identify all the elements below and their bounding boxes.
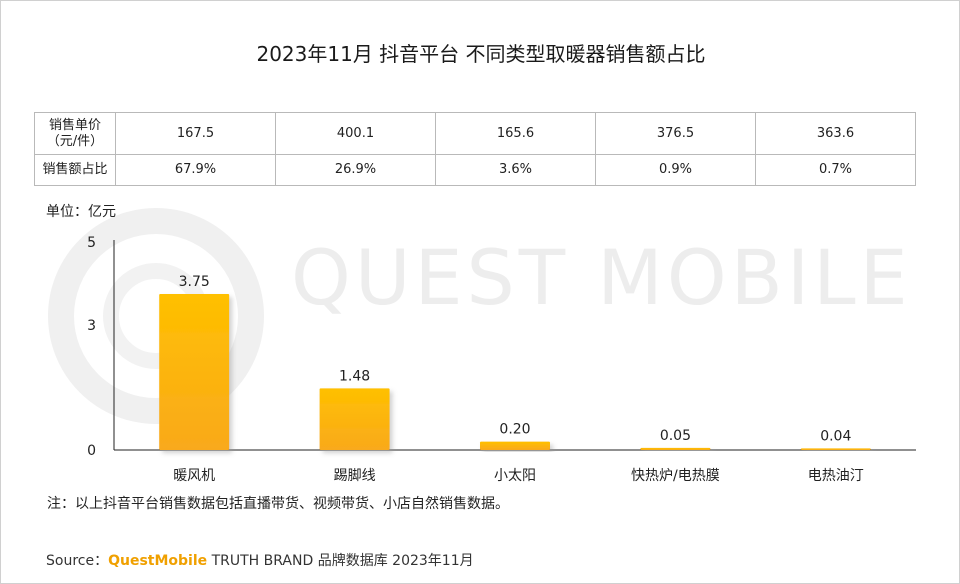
source-line: Source：QuestMobile TRUTH BRAND 品牌数据库 202… <box>46 550 474 570</box>
footnote: 注：以上抖音平台销售数据包括直播带货、视频带货、小店自然销售数据。 <box>47 496 509 512</box>
share-cell: 0.7% <box>755 154 916 186</box>
unit-price-label-line1: 销售单价 <box>48 117 101 133</box>
watermark-text: QUEST MOBILE <box>291 233 912 322</box>
bar-value-label: 0.20 <box>499 422 530 438</box>
x-tick-label: 小太阳 <box>494 468 536 484</box>
share-cell: 26.9% <box>275 154 436 186</box>
x-tick-label: 快热炉/电热膜 <box>631 468 720 484</box>
bar <box>480 441 550 450</box>
x-tick-label: 电热油汀 <box>808 468 864 484</box>
x-tick-label: 暖风机 <box>173 468 215 484</box>
share-cell: 0.9% <box>595 154 756 186</box>
unit-label: 单位：亿元 <box>46 204 116 220</box>
y-tick-label: 0 <box>87 443 96 459</box>
source-prefix: Source： <box>46 553 109 569</box>
source-brand: QuestMobile <box>108 553 208 569</box>
x-tick-label: 踢脚线 <box>334 468 376 484</box>
bar-value-label: 3.75 <box>179 274 210 290</box>
share-row: 销售额占比 67.9% 26.9% 3.6% 0.9% 0.7% <box>34 154 916 186</box>
unit-price-row: 销售单价 （元/件） 167.5 400.1 165.6 376.5 363.6 <box>34 112 916 155</box>
bar <box>319 388 390 450</box>
unit-price-row-label: 销售单价 （元/件） <box>34 112 116 155</box>
unit-price-label-line2: （元/件） <box>46 133 104 149</box>
bar <box>800 448 871 450</box>
y-tick-label: 3 <box>87 318 96 334</box>
info-table: 销售单价 （元/件） 167.5 400.1 165.6 376.5 363.6… <box>34 112 916 186</box>
y-tick-label: 5 <box>87 235 96 251</box>
bar <box>640 447 711 450</box>
bar <box>159 294 230 450</box>
bar-value-label: 1.48 <box>339 368 370 384</box>
unit-price-cell: 376.5 <box>595 112 756 155</box>
bar-value-label: 0.05 <box>660 428 691 444</box>
source-suffix: TRUTH BRAND 品牌数据库 2023年11月 <box>207 553 474 569</box>
unit-price-cell: 167.5 <box>115 112 276 155</box>
bar-value-label: 0.04 <box>820 428 851 444</box>
share-cell: 3.6% <box>435 154 596 186</box>
share-cell: 67.9% <box>115 154 276 186</box>
chart-title: 2023年11月 抖音平台 不同类型取暖器销售额占比 <box>256 42 706 66</box>
